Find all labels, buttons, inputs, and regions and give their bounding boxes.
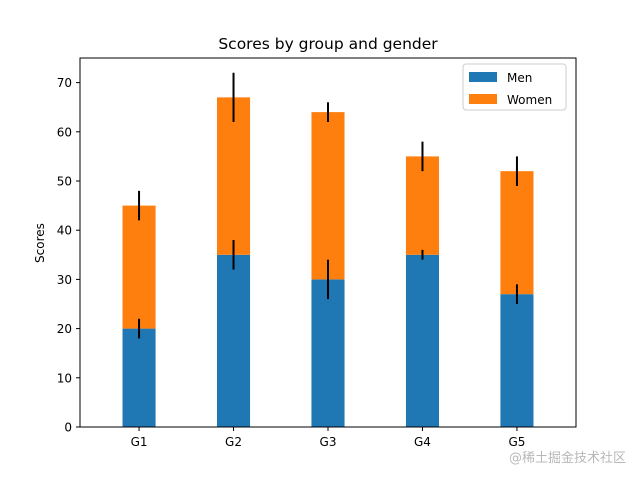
legend-label-men: Men [507,71,532,85]
x-tick-label: G3 [320,435,337,449]
bar-women-g5 [500,171,534,295]
legend-swatch-women [469,94,497,104]
y-axis-label: Scores [33,223,47,263]
bar-men-g4 [405,254,440,427]
y-tick-label: 70 [57,76,72,90]
x-tick-label: G1 [131,435,148,449]
y-tick-label: 40 [57,224,72,238]
x-tick-label: G5 [508,435,525,449]
bar-men-g2 [216,254,251,427]
legend: Men Women [462,63,567,111]
legend-swatch-men [469,72,497,82]
bar-men-g3 [311,279,345,427]
bar-group [122,97,534,427]
bar-women-g4 [405,156,440,255]
x-tick-label: G4 [414,435,431,449]
x-tick-label: G2 [225,435,242,449]
chart-title: Scores by group and gender [218,35,438,53]
bar-men-g1 [122,328,156,427]
y-tick-label: 60 [57,125,72,139]
watermark-text: @稀土掘金技术社区 [508,451,626,466]
bar-women-g3 [311,112,345,280]
bar-women-g1 [122,205,156,329]
axes: 0 10 20 30 40 50 60 70 G1 G2 G3 G4 G5 [57,57,577,449]
bar-women-g2 [216,97,251,255]
legend-label-women: Women [507,93,552,107]
y-tick-label: 20 [57,322,72,336]
y-tick-label: 30 [57,273,72,287]
bar-men-g5 [500,294,534,427]
y-tick-label: 10 [57,371,72,385]
y-tick-label: 0 [64,421,72,435]
y-tick-label: 50 [57,175,72,189]
error-bar-group [138,72,518,339]
